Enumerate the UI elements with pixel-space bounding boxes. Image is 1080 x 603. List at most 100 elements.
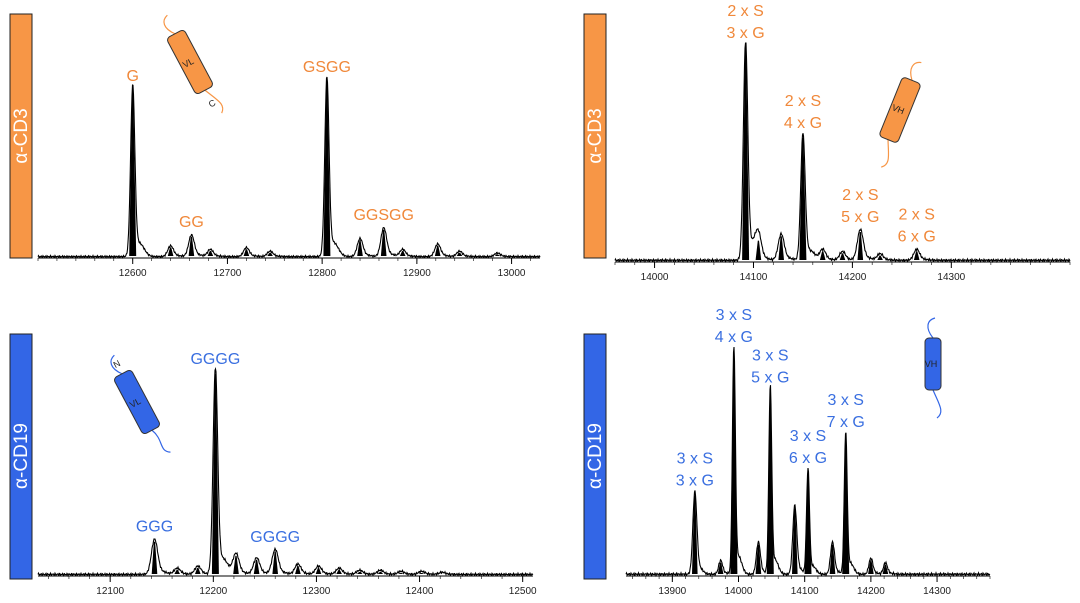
spectrum-panel-cd3-vh: 14000 14100 14200 14300 2 x S 3 x G 2 x S 4 x G… [614,3,1071,283]
peak [253,559,260,574]
peak-label: 3 x S [677,450,713,467]
domain-label: VL [128,396,142,410]
x-tick-label: 12600 [119,268,147,279]
peak-label: 2 x S [898,206,934,223]
spectrum-panel-cd19-vh: 13900 14000 14100 14200 14300 3 x S 3 x G 3 x S… [625,307,991,597]
domain-body [879,77,921,143]
peak-label: 6 x G [898,228,936,245]
peak [857,232,864,260]
peak [804,473,812,574]
peak-label: 2 x S [842,187,878,204]
peak [243,249,250,256]
domain-tail [163,14,176,35]
peak-label: GGGG [250,529,300,546]
peak [766,392,774,574]
x-tick-label: 12900 [403,268,431,279]
terminus-label: C [207,97,218,109]
domain-label: VL [181,56,195,70]
peak [377,572,384,574]
peak-label: 3 x S [752,347,788,364]
domain-glyph: VL N [110,354,171,453]
domain-tail [204,89,224,114]
peak-label: 5 x G [751,369,789,386]
peak [717,562,724,574]
x-tick-label: 13000 [498,268,526,279]
peak [398,573,404,574]
peak-label: GGG [136,519,173,536]
peak [380,229,387,256]
x-tick-label: 12300 [303,586,331,597]
domain-label: VH [925,359,938,369]
peak [730,352,738,574]
x-tick-label: 14200 [838,272,866,283]
peak [151,541,158,574]
peak-label: 7 x G [827,414,865,431]
peak [174,569,180,574]
row-label-cd19-right: α-CD19 [585,423,606,489]
peak [742,48,750,260]
x-tick-label: 12700 [214,268,242,279]
peak [456,252,463,256]
peak [195,567,201,574]
peak [434,245,441,256]
domain-label: VH [890,102,905,116]
peak-label: 2 x S [785,93,821,110]
peak-label: 2 x S [727,3,763,20]
peak-label: 3 x S [716,307,752,324]
peak [167,247,174,256]
peak [842,437,850,574]
peak [913,251,920,260]
spectrum-trace [614,42,1071,264]
x-tick-label: 12400 [406,586,434,597]
x-tick-label: 14300 [923,586,951,597]
peak [207,251,214,256]
peak-label: GGGG [190,351,240,368]
domain-body [924,337,942,391]
domain-glyph: VL C [163,14,224,114]
domain-tail [110,354,123,375]
row-label-cd3-left: α-CD3 [11,108,32,163]
x-tick-label: 14300 [937,272,965,283]
domain-tail [910,61,922,81]
peak [829,544,836,574]
peak [819,251,826,260]
domain-tail [881,139,890,168]
peak [839,253,846,260]
peak [882,564,889,574]
x-tick-label: 13900 [658,586,686,597]
peak-label: GG [179,214,204,231]
spectrum-trace [37,367,534,578]
peak-label: 4 x G [784,115,822,132]
peak [755,240,762,260]
peak [233,555,239,574]
peak-label: 6 x G [789,450,827,467]
peak-label: 3 x S [827,392,863,409]
domain-glyph: VH [924,317,942,419]
peak [418,573,425,574]
peak [357,240,363,256]
peak [868,560,874,574]
peak [323,82,331,256]
peak [295,565,301,574]
peak [692,495,698,574]
domain-body [167,29,213,95]
row-bar-cd19-right [583,333,607,580]
domain-tail [932,389,942,419]
peak-label: 4 x G [715,329,753,346]
spectrum-trace [37,76,541,259]
x-tick-label: 12800 [308,268,336,279]
peak [129,90,137,256]
peak-label: GSGG [303,59,351,76]
peak [315,567,322,574]
row-label-cd3-right: α-CD3 [585,108,606,163]
x-tick-label: 14000 [641,272,669,283]
peak [211,374,219,574]
peak-label: 3 x G [676,472,714,489]
peak-label: G [126,68,138,85]
x-tick-label: 14000 [725,586,753,597]
peak [494,254,501,256]
x-tick-label: 12200 [199,586,227,597]
